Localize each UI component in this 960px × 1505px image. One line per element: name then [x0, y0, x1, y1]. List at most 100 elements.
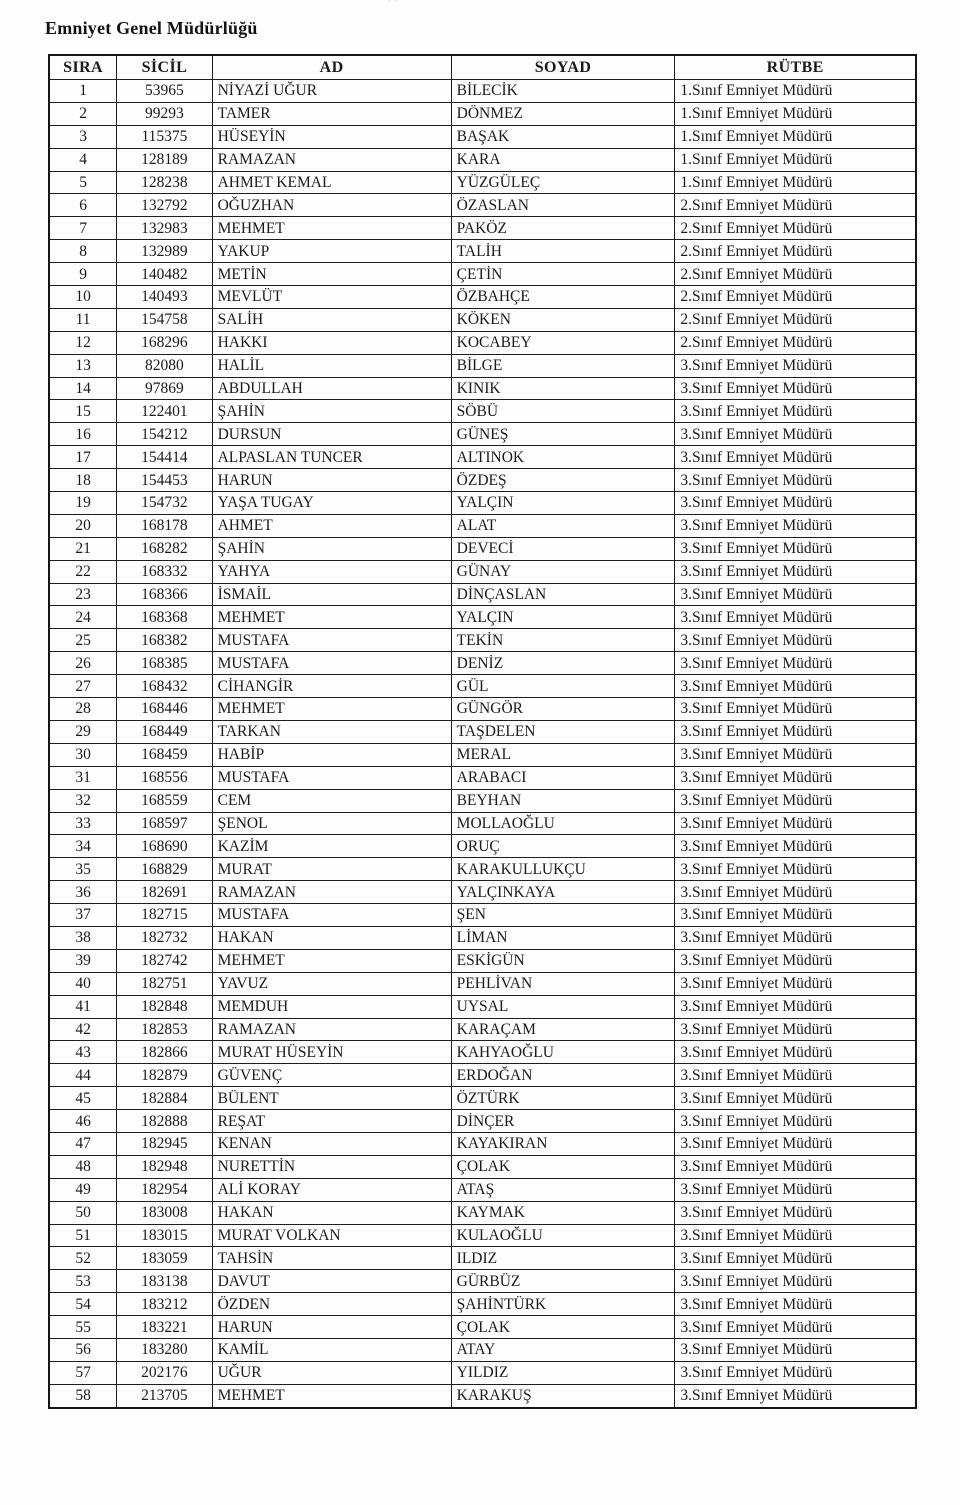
cell-sira: 45	[48, 1086, 118, 1111]
cell-rutbe: 1.Sınıf Emniyet Müdürü	[674, 124, 917, 149]
col-header-sira: SIRA	[48, 54, 118, 80]
cell-sira: 18	[48, 468, 118, 493]
cell-soyad: TEKİN	[450, 628, 676, 653]
cell-sicil: 154758	[116, 307, 213, 332]
cell-sicil: 183221	[116, 1315, 213, 1339]
cell-rutbe: 3.Sınıf Emniyet Müdürü	[674, 468, 917, 493]
cell-ad: CEM	[211, 788, 452, 813]
cell-sira: 48	[48, 1154, 118, 1179]
cell-sicil: 182715	[116, 903, 213, 927]
cell-ad: OĞUZHAN	[211, 193, 452, 218]
cell-sicil: 182879	[116, 1063, 213, 1088]
cell-sira: 37	[48, 903, 118, 927]
cell-soyad: ATAY	[450, 1337, 676, 1362]
cell-rutbe: 3.Sınıf Emniyet Müdürü	[674, 880, 917, 905]
col-header-soyad: SOYAD	[450, 54, 676, 80]
cell-ad: MEHMET	[211, 605, 452, 630]
cell-sicil: 168829	[116, 857, 213, 882]
cell-soyad: KULAOĞLU	[450, 1223, 676, 1248]
cell-rutbe: 3.Sınıf Emniyet Müdürü	[674, 605, 917, 630]
table-row: 39 182742 MEHMET ESKİGÜN 3.Sınıf Emniyet Müd…	[48, 948, 917, 973]
cell-rutbe: 3.Sınıf Emniyet Müdürü	[674, 1246, 917, 1271]
cell-sira: 54	[48, 1292, 118, 1317]
cell-rutbe: 3.Sınıf Emniyet Müdürü	[674, 994, 917, 1019]
cell-soyad: ÖZDEŞ	[450, 468, 676, 493]
cell-ad: HAKAN	[211, 925, 452, 950]
cell-rutbe: 3.Sınıf Emniyet Müdürü	[674, 559, 917, 584]
cell-soyad: PAKÖZ	[450, 216, 676, 241]
table-row: 31 168556 MUSTAFA ARABACI 3.Sınıf Emniyet Mü…	[48, 765, 917, 790]
table-row: 6 132792 OĞUZHAN ÖZASLAN 2.Sınıf Emniyet Müd…	[48, 193, 917, 218]
cell-sira: 26	[48, 651, 118, 676]
table-row: 49 182954 ALİ KORAY ATAŞ 3.Sınıf Emniyet Müd…	[48, 1177, 917, 1202]
cell-soyad: ESKİGÜN	[450, 948, 676, 973]
cell-sira: 56	[48, 1337, 118, 1362]
table-row: 56 183280 KAMİL ATAY 3.Sınıf Emniyet Müdürü	[48, 1337, 917, 1362]
cell-sicil: 183059	[116, 1246, 213, 1271]
cell-sira: 1	[48, 79, 118, 103]
cell-sicil: 183008	[116, 1200, 213, 1225]
cell-sira: 4	[48, 147, 118, 172]
cell-ad: MEMDUH	[211, 994, 452, 1019]
cell-sira: 42	[48, 1017, 118, 1042]
cell-ad: MEHMET	[211, 948, 452, 973]
cell-sicil: 182853	[116, 1017, 213, 1042]
cell-soyad: BİLGE	[450, 353, 676, 378]
cell-sira: 8	[48, 239, 118, 264]
cell-sira: 53	[48, 1269, 118, 1294]
cell-soyad: ÖZASLAN	[450, 193, 676, 218]
table-row: 21 168282 ŞAHİN DEVECİ 3.Sınıf Emniyet Müdür…	[48, 536, 917, 561]
cell-soyad: KOCABEY	[450, 330, 676, 355]
cell-rutbe: 3.Sınıf Emniyet Müdürü	[674, 1086, 917, 1111]
table-row: 13 82080 HALİL BİLGE 3.Sınıf Emniyet Müdürü	[48, 353, 917, 378]
cell-sira: 47	[48, 1131, 118, 1156]
cell-ad: ÖZDEN	[211, 1292, 452, 1317]
cell-soyad: YILDIZ	[450, 1360, 676, 1385]
table-row: 7 132983 MEHMET PAKÖZ 2.Sınıf Emniyet Müdürü	[48, 216, 917, 241]
cell-rutbe: 2.Sınıf Emniyet Müdürü	[674, 193, 917, 218]
table-row: 55 183221 HARUN ÇOLAK 3.Sınıf Emniyet Müdürü	[48, 1315, 917, 1339]
cell-soyad: BİLECİK	[450, 79, 676, 103]
cell-rutbe: 3.Sınıf Emniyet Müdürü	[674, 857, 917, 882]
cell-ad: HÜSEYİN	[211, 124, 452, 149]
cell-soyad: GÜNAY	[450, 559, 676, 584]
table-row: 30 168459 HABİP MERAL 3.Sınıf Emniyet Müdürü	[48, 742, 917, 767]
table-row: 4 128189 RAMAZAN KARA 1.Sınıf Emniyet Müdürü	[48, 147, 917, 172]
cell-rutbe: 3.Sınıf Emniyet Müdürü	[674, 1040, 917, 1065]
cell-sicil: 183015	[116, 1223, 213, 1248]
cell-soyad: ÇOLAK	[450, 1315, 676, 1339]
table-row: 5 128238 AHMET KEMAL YÜZGÜLEÇ 1.Sınıf Emniye…	[48, 170, 917, 195]
cell-rutbe: 3.Sınıf Emniyet Müdürü	[674, 1200, 917, 1225]
cell-ad: YAHYA	[211, 559, 452, 584]
table-row: 9 140482 METİN ÇETİN 2.Sınıf Emniyet Müdürü	[48, 262, 917, 287]
cell-sira: 9	[48, 262, 118, 287]
cell-ad: DAVUT	[211, 1269, 452, 1294]
cell-rutbe: 3.Sınıf Emniyet Müdürü	[674, 903, 917, 927]
cell-ad: METİN	[211, 262, 452, 287]
cell-ad: MEHMET	[211, 216, 452, 241]
table-row: 34 168690 KAZİM ORUÇ 3.Sınıf Emniyet Müdürü	[48, 834, 917, 859]
cell-soyad: KARA	[450, 147, 676, 172]
cell-ad: MEHMET	[211, 1383, 452, 1409]
cell-sicil: 168385	[116, 651, 213, 676]
table-row: 50 183008 HAKAN KAYMAK 3.Sınıf Emniyet Müdür…	[48, 1200, 917, 1225]
cell-sicil: 132983	[116, 216, 213, 241]
cell-soyad: MOLLAOĞLU	[450, 811, 676, 836]
cell-sicil: 182888	[116, 1109, 213, 1133]
cell-ad: CİHANGİR	[211, 674, 452, 699]
table-row: 14 97869 ABDULLAH KINIK 3.Sınıf Emniyet Müdü…	[48, 376, 917, 401]
cell-ad: RAMAZAN	[211, 147, 452, 172]
cell-sira: 36	[48, 880, 118, 905]
cell-sicil: 182691	[116, 880, 213, 905]
cell-ad: HAKKI	[211, 330, 452, 355]
cell-sicil: 122401	[116, 399, 213, 424]
table-row: 32 168559 CEM BEYHAN 3.Sınıf Emniyet Müdürü	[48, 788, 917, 813]
cell-sicil: 182948	[116, 1154, 213, 1179]
cell-ad: ALİ KORAY	[211, 1177, 452, 1202]
cell-rutbe: 2.Sınıf Emniyet Müdürü	[674, 330, 917, 355]
cell-rutbe: 3.Sınıf Emniyet Müdürü	[674, 1360, 917, 1385]
cell-ad: ŞAHİN	[211, 399, 452, 424]
cell-sira: 12	[48, 330, 118, 355]
cell-sira: 19	[48, 491, 118, 515]
